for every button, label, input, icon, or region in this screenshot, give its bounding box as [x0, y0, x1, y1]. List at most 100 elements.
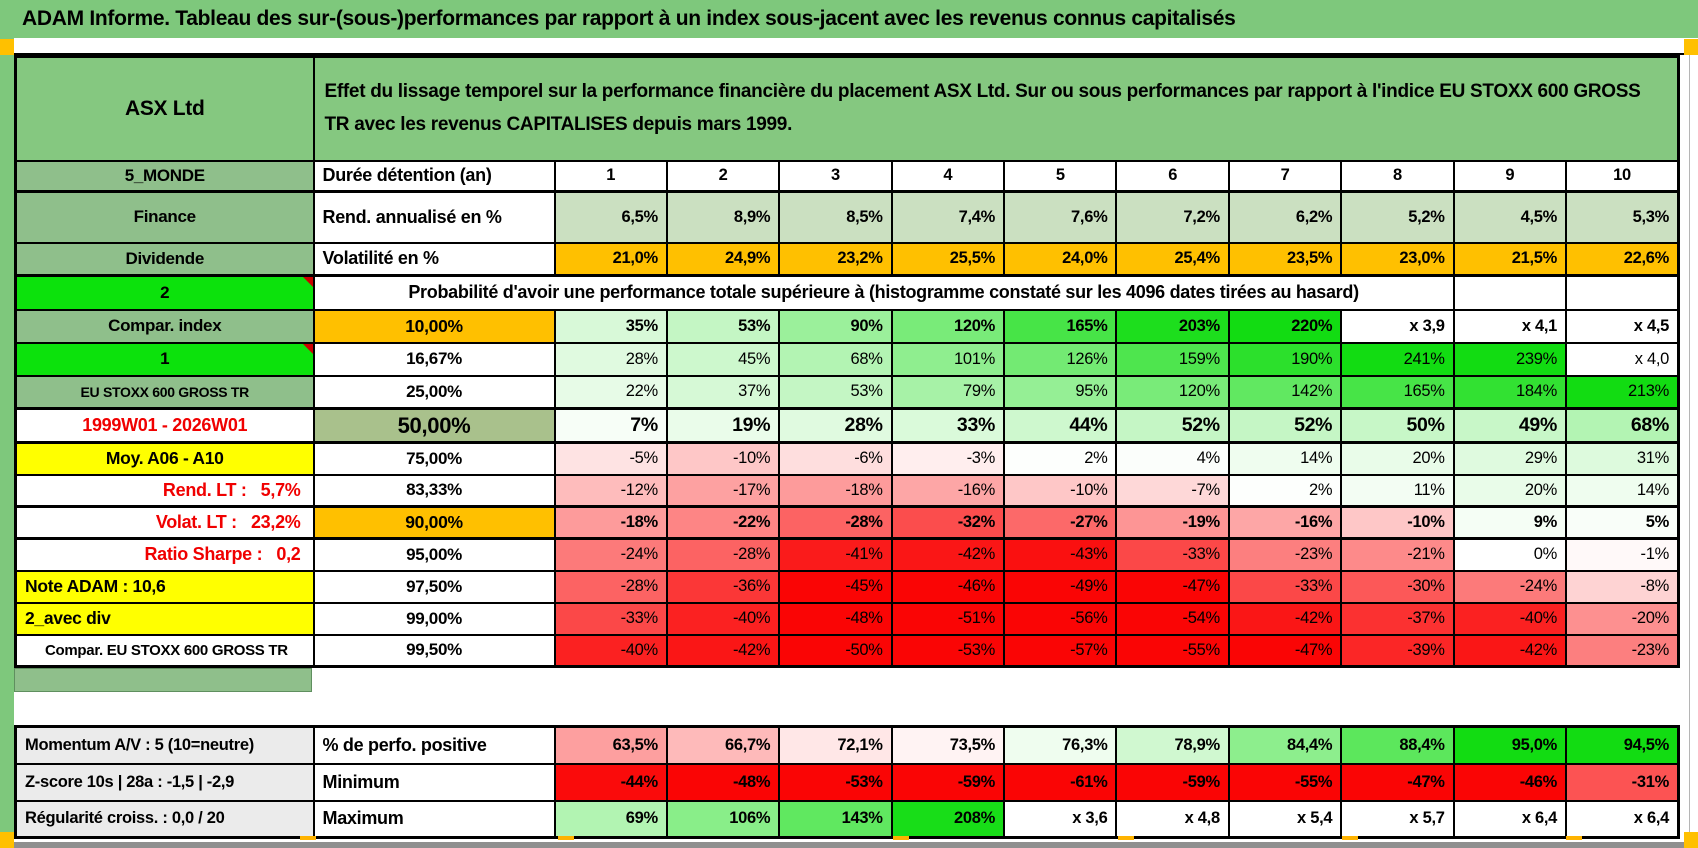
data-cell[interactable]: 2% [1003, 441, 1118, 476]
data-cell[interactable]: -46% [1452, 762, 1568, 802]
row-header-cell[interactable]: 95,00% [312, 537, 556, 572]
data-cell[interactable]: 35% [553, 308, 668, 344]
data-cell[interactable]: 45% [665, 341, 781, 377]
data-cell[interactable]: 8,9% [665, 190, 781, 244]
data-cell[interactable]: x 5,7 [1340, 799, 1455, 839]
data-cell[interactable]: -27% [1003, 505, 1118, 540]
data-cell[interactable]: 19% [665, 407, 781, 444]
data-cell[interactable]: 0% [1452, 537, 1568, 572]
data-cell[interactable]: -40% [553, 633, 668, 668]
data-cell[interactable]: 3 [778, 159, 893, 193]
data-cell[interactable]: 69% [553, 799, 668, 839]
data-cell[interactable]: -40% [1452, 601, 1568, 636]
data-cell[interactable]: -16% [1227, 505, 1343, 540]
row-label-cell[interactable]: Compar. EU STOXX 600 GROSS TR [14, 633, 315, 668]
empty-cell[interactable] [1452, 274, 1568, 311]
data-cell[interactable]: 9% [1452, 505, 1568, 540]
data-cell[interactable]: 78,9% [1115, 725, 1230, 765]
data-cell[interactable]: -54% [1115, 601, 1230, 636]
data-cell[interactable]: -3% [890, 441, 1006, 476]
data-cell[interactable]: 23,5% [1227, 241, 1343, 277]
data-cell[interactable]: -18% [778, 473, 893, 508]
data-cell[interactable]: 220% [1227, 308, 1343, 344]
data-cell[interactable]: 84,4% [1227, 725, 1343, 765]
data-cell[interactable]: 66,7% [665, 725, 781, 765]
data-cell[interactable]: 5,3% [1565, 190, 1680, 244]
row-header-cell[interactable]: 90,00% [312, 505, 556, 540]
row-header-cell[interactable]: Durée détention (an) [312, 159, 556, 193]
data-cell[interactable]: -21% [1340, 537, 1455, 572]
row-header-cell[interactable]: Maximum [312, 799, 556, 839]
asset-name-cell[interactable]: ASX Ltd [14, 55, 315, 162]
data-cell[interactable]: 208% [890, 799, 1006, 839]
data-cell[interactable]: -18% [553, 505, 668, 540]
data-cell[interactable]: 7 [1227, 159, 1343, 193]
data-cell[interactable]: -43% [1003, 537, 1118, 572]
data-cell[interactable]: 53% [665, 308, 781, 344]
data-cell[interactable]: -30% [1340, 569, 1455, 604]
data-cell[interactable]: 28% [553, 341, 668, 377]
data-cell[interactable]: 73,5% [890, 725, 1006, 765]
data-cell[interactable]: 241% [1340, 341, 1455, 377]
data-cell[interactable]: 120% [890, 308, 1006, 344]
data-cell[interactable]: 5,2% [1340, 190, 1455, 244]
data-cell[interactable]: 53% [778, 374, 893, 410]
data-cell[interactable]: x 5,4 [1227, 799, 1343, 839]
row-label-cell[interactable]: Compar. index [14, 308, 315, 344]
data-cell[interactable]: -53% [778, 762, 893, 802]
row-header-cell[interactable]: % de perfo. positive [312, 725, 556, 765]
data-cell[interactable]: 142% [1227, 374, 1343, 410]
data-cell[interactable]: 52% [1115, 407, 1230, 444]
comment-marker-icon[interactable] [302, 344, 312, 354]
data-cell[interactable]: -57% [1003, 633, 1118, 668]
data-cell[interactable]: 29% [1452, 441, 1568, 476]
data-cell[interactable]: 4,5% [1452, 190, 1568, 244]
data-cell[interactable]: -48% [778, 601, 893, 636]
data-cell[interactable]: -23% [1565, 633, 1680, 668]
data-cell[interactable]: -59% [1115, 762, 1230, 802]
data-cell[interactable]: -45% [778, 569, 893, 604]
data-cell[interactable]: -47% [1227, 633, 1343, 668]
row-label-cell[interactable]: Rend. LT : 5,7% [14, 473, 315, 508]
row-label-cell[interactable]: Z-score 10s | 28a : -1,5 | -2,9 [14, 762, 315, 802]
data-cell[interactable]: -53% [890, 633, 1006, 668]
data-cell[interactable]: 5 [1003, 159, 1118, 193]
data-cell[interactable]: 190% [1227, 341, 1343, 377]
data-cell[interactable]: -39% [1340, 633, 1455, 668]
data-cell[interactable]: 126% [1003, 341, 1118, 377]
data-cell[interactable]: -32% [890, 505, 1006, 540]
data-cell[interactable]: 6,2% [1227, 190, 1343, 244]
data-cell[interactable]: 239% [1452, 341, 1568, 377]
data-cell[interactable]: -42% [1452, 633, 1568, 668]
data-cell[interactable]: -22% [665, 505, 781, 540]
data-cell[interactable]: 76,3% [1003, 725, 1118, 765]
data-cell[interactable]: -47% [1115, 569, 1230, 604]
data-cell[interactable]: -20% [1565, 601, 1680, 636]
row-header-cell[interactable]: 10,00% [312, 308, 556, 344]
data-cell[interactable]: -40% [665, 601, 781, 636]
row-header-cell[interactable]: 50,00% [312, 407, 556, 444]
data-cell[interactable]: 7,2% [1115, 190, 1230, 244]
row-label-cell[interactable]: Moy. A06 - A10 [14, 441, 315, 476]
data-cell[interactable]: 52% [1227, 407, 1343, 444]
data-cell[interactable]: 4 [890, 159, 1006, 193]
data-cell[interactable]: 101% [890, 341, 1006, 377]
data-cell[interactable]: 24,0% [1003, 241, 1118, 277]
data-cell[interactable]: -28% [553, 569, 668, 604]
data-cell[interactable]: 120% [1115, 374, 1230, 410]
data-cell[interactable]: -10% [1340, 505, 1455, 540]
data-cell[interactable]: 22% [553, 374, 668, 410]
data-cell[interactable]: 23,2% [778, 241, 893, 277]
row-label-cell[interactable]: Momentum A/V : 5 (10=neutre) [14, 725, 315, 765]
data-cell[interactable]: 49% [1452, 407, 1568, 444]
data-cell[interactable]: 21,0% [553, 241, 668, 277]
data-cell[interactable]: 20% [1452, 473, 1568, 508]
data-cell[interactable]: -61% [1003, 762, 1118, 802]
data-cell[interactable]: 63,5% [553, 725, 668, 765]
data-cell[interactable]: 4% [1115, 441, 1230, 476]
data-cell[interactable]: 25,5% [890, 241, 1006, 277]
data-cell[interactable]: -19% [1115, 505, 1230, 540]
data-cell[interactable]: 88,4% [1340, 725, 1455, 765]
data-cell[interactable]: 10 [1565, 159, 1680, 193]
data-cell[interactable]: 50% [1340, 407, 1455, 444]
